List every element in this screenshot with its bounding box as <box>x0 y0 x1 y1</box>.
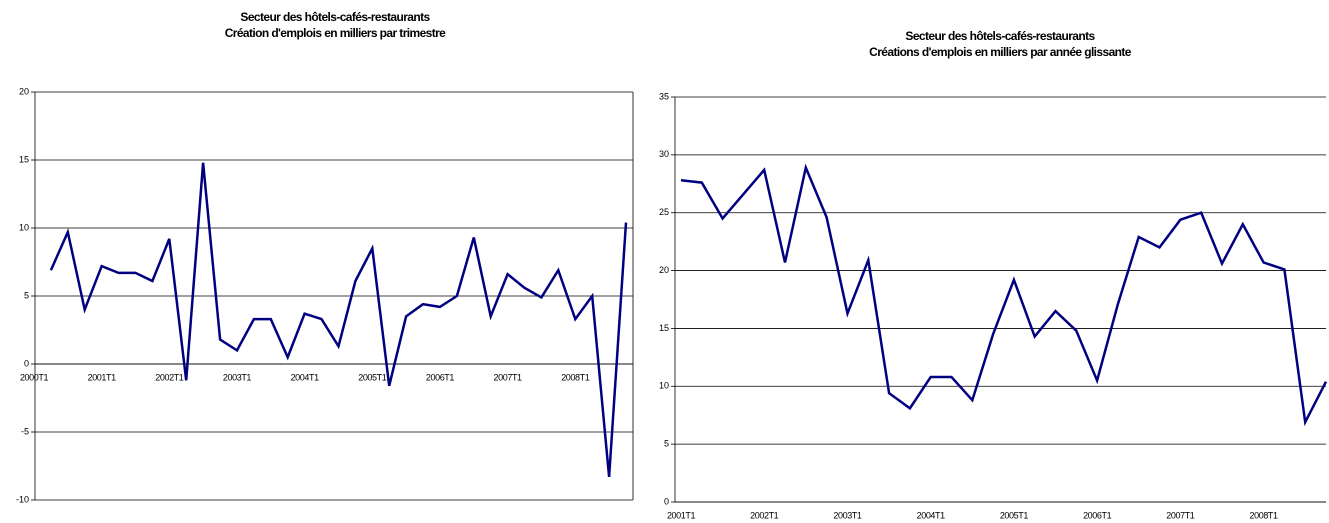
y-tick-label: 10 <box>19 222 29 232</box>
y-tick-label: 10 <box>659 381 669 391</box>
y-tick-label: 5 <box>24 290 29 300</box>
x-tick-label: 2003T1 <box>833 510 862 520</box>
x-tick-label: 2007T1 <box>494 372 523 382</box>
y-tick-label: 0 <box>24 358 29 368</box>
x-tick-label: 2001T1 <box>88 372 117 382</box>
x-tick-label: 2008T1 <box>561 372 590 382</box>
y-tick-label: -5 <box>21 426 29 436</box>
y-tick-label: 0 <box>664 496 669 506</box>
y-tick-label: -10 <box>16 494 29 504</box>
x-tick-label: 2000T1 <box>20 372 49 382</box>
y-tick-label: 20 <box>19 86 29 96</box>
y-tick-label: 20 <box>659 265 669 275</box>
x-tick-label: 2002T1 <box>750 510 779 520</box>
x-tick-label: 2008T1 <box>1250 510 1279 520</box>
chart-title: Secteur des hôtels-cafés-restaurants <box>240 10 430 24</box>
y-tick-label: 15 <box>19 154 29 164</box>
chart-title: Secteur des hôtels-cafés-restaurants <box>905 29 1095 43</box>
x-tick-label: 2004T1 <box>291 372 320 382</box>
y-tick-label: 15 <box>659 323 669 333</box>
line-series <box>49 162 628 478</box>
x-tick-label: 2006T1 <box>1083 510 1112 520</box>
x-tick-label: 2002T1 <box>155 372 184 382</box>
y-tick-label: 5 <box>664 439 669 449</box>
line-series <box>680 163 1328 427</box>
x-tick-label: 2005T1 <box>1000 510 1029 520</box>
x-tick-label: 2005T1 <box>358 372 387 382</box>
x-tick-label: 2003T1 <box>223 372 252 382</box>
chart-subtitle: Créations d'emplois en milliers par anné… <box>869 45 1132 59</box>
y-tick-label: 25 <box>659 207 669 217</box>
x-tick-label: 2004T1 <box>917 510 946 520</box>
x-tick-label: 2006T1 <box>426 372 455 382</box>
x-tick-label: 2007T1 <box>1166 510 1195 520</box>
y-tick-label: 30 <box>659 149 669 159</box>
chart-subtitle: Création d'emplois en milliers par trime… <box>225 26 446 40</box>
y-tick-label: 35 <box>659 91 669 101</box>
x-tick-label: 2001T1 <box>667 510 696 520</box>
